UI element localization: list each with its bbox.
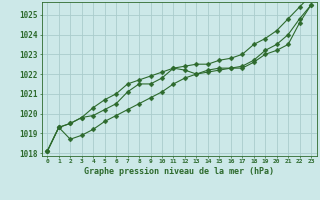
X-axis label: Graphe pression niveau de la mer (hPa): Graphe pression niveau de la mer (hPa) (84, 167, 274, 176)
